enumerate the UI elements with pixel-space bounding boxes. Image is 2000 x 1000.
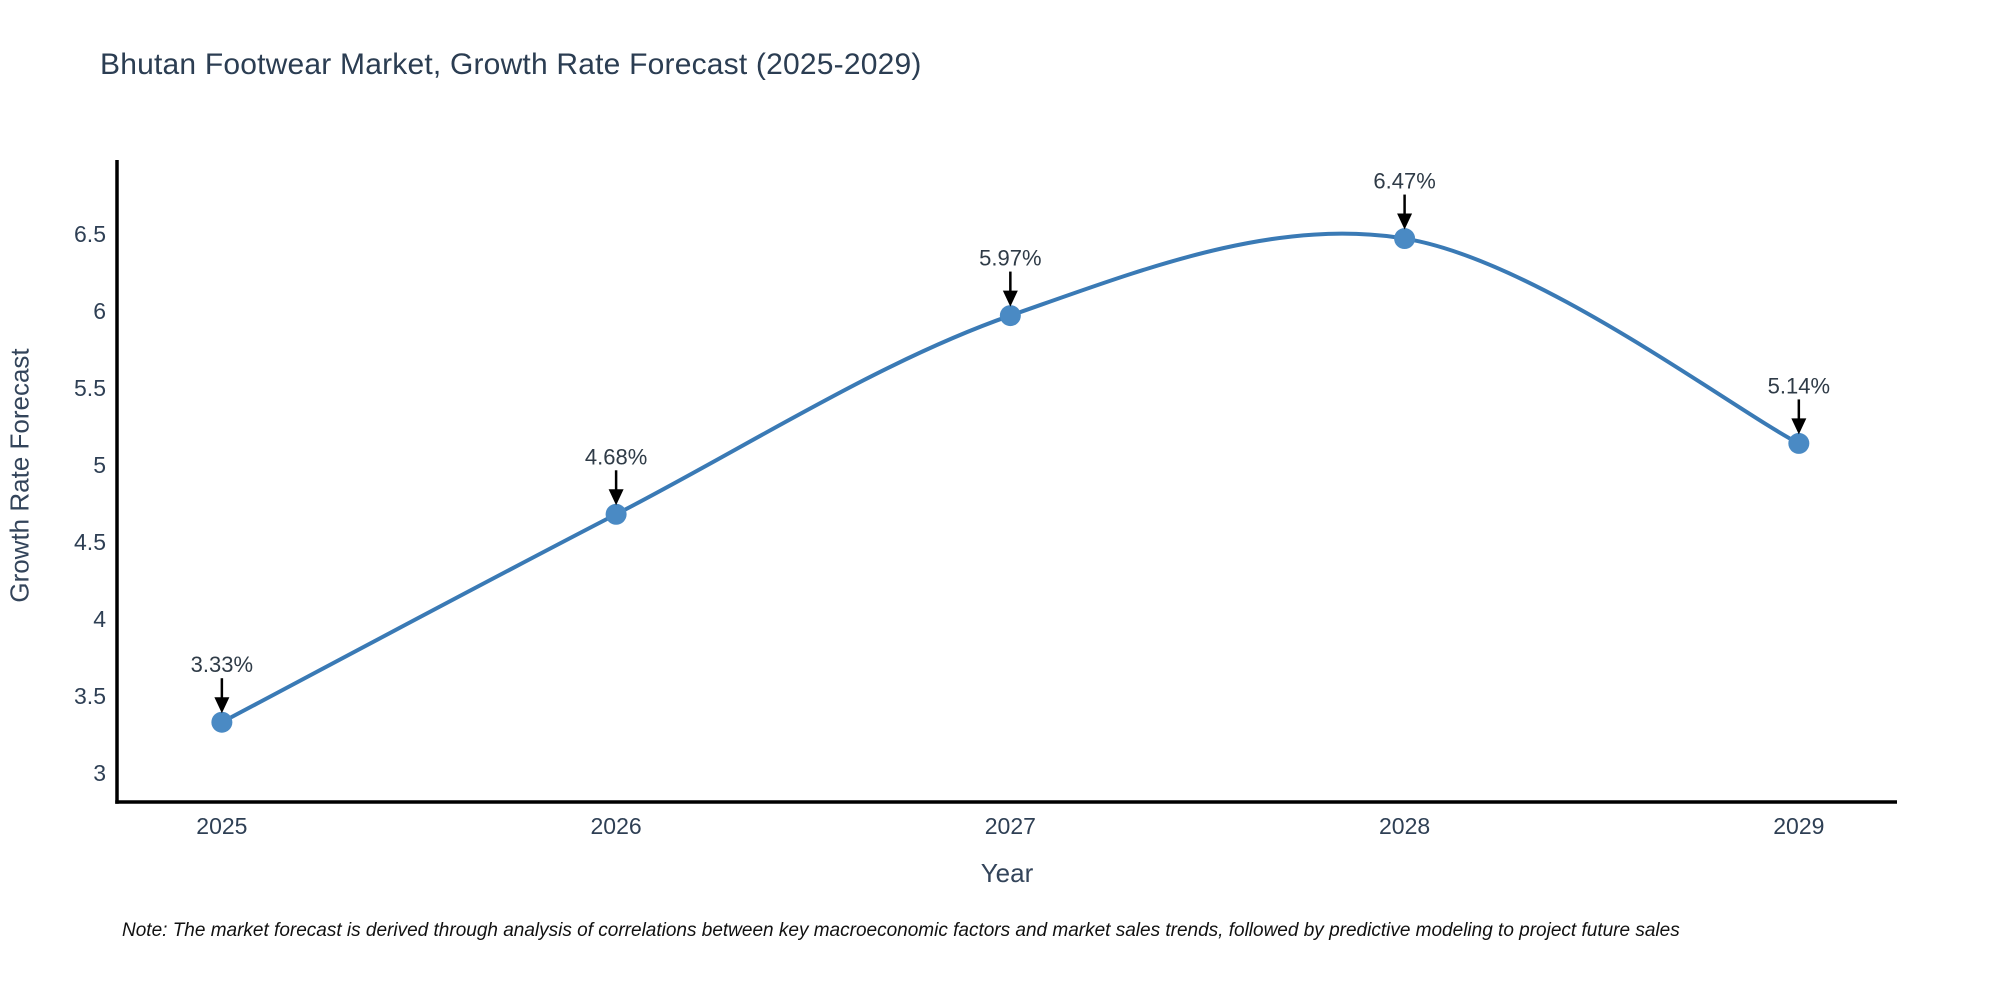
annotation-arrowhead — [1002, 290, 1018, 307]
data-point-2027[interactable] — [999, 305, 1021, 327]
annotation-label: 5.97% — [979, 246, 1041, 271]
x-tick-label: 2028 — [1379, 813, 1430, 839]
y-axis-title: Growth Rate Forecast — [4, 348, 35, 603]
annotation-arrowhead — [1791, 418, 1807, 435]
x-tick-label: 2027 — [985, 813, 1036, 839]
chart-title: Bhutan Footwear Market, Growth Rate Fore… — [100, 48, 922, 81]
x-tick-label: 2025 — [196, 813, 247, 839]
data-point-2029[interactable] — [1788, 432, 1810, 454]
data-point-2025[interactable] — [211, 711, 233, 733]
note-text: Note: The market forecast is derived thr… — [122, 920, 1680, 941]
data-point-2028[interactable] — [1394, 228, 1416, 250]
annotation-label: 5.14% — [1768, 373, 1830, 398]
y-tick-label: 4 — [93, 606, 106, 632]
x-tick-label: 2029 — [1773, 813, 1824, 839]
y-tick-label: 6 — [93, 298, 106, 324]
annotation-arrowhead — [214, 697, 230, 714]
x-tick-label: 2026 — [591, 813, 642, 839]
y-tick-label: 4.5 — [74, 529, 106, 555]
y-tick-label: 6.5 — [74, 221, 106, 247]
annotation-arrowhead — [1397, 213, 1413, 230]
data-point-2026[interactable] — [605, 503, 627, 525]
y-tick-label: 3.5 — [74, 683, 106, 709]
y-tick-label: 5 — [93, 452, 106, 478]
annotation-arrowhead — [608, 489, 624, 506]
annotation-label: 4.68% — [585, 444, 647, 469]
annotation-label: 3.33% — [191, 652, 253, 677]
y-tick-label: 5.5 — [74, 375, 106, 401]
y-tick-label: 3 — [93, 760, 106, 786]
annotation-label: 6.47% — [1373, 169, 1435, 194]
x-axis-title: Year — [980, 858, 1034, 888]
